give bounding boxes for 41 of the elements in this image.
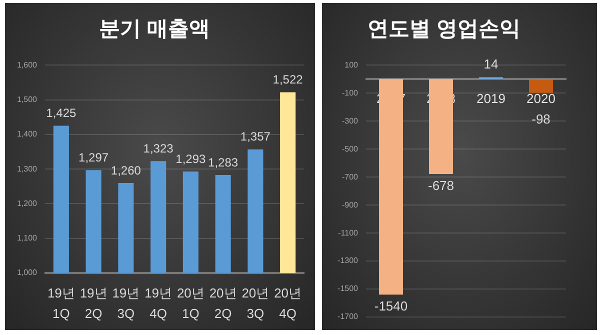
data-label: 1,522: [272, 72, 304, 87]
y-tick-label: 1,300: [16, 164, 38, 174]
x-tick-label: 19년 4Q: [144, 286, 172, 321]
y-tick-label: 1,400: [16, 130, 38, 139]
chart-title: 연도별 영업손익: [368, 17, 520, 40]
x-tick-label: 20년 1Q: [176, 286, 204, 321]
x-tick-label: 19년 1Q: [47, 286, 75, 321]
x-tick-label: 20년 2Q: [209, 286, 237, 321]
y-tick-label: -1300: [338, 256, 359, 266]
data-label: 1,425: [46, 106, 77, 120]
y-tick-label: 1,100: [16, 234, 38, 243]
y-tick-label: -1100: [338, 228, 359, 238]
data-label: -98: [532, 111, 550, 126]
y-tick-label: 1,000: [16, 268, 38, 278]
data-label: -678: [428, 178, 454, 194]
data-label: 1,357: [240, 130, 271, 144]
y-tick-label: -900: [342, 200, 359, 210]
y-tick-label: 100: [344, 60, 359, 70]
x-tick-label: 19년 2Q: [80, 286, 108, 321]
data-label: 1,283: [208, 155, 238, 170]
data-label: 14: [484, 56, 498, 72]
y-tick-label: 1,500: [16, 95, 38, 104]
y-tick-label: -1500: [338, 284, 359, 294]
y-tick-label: -500: [342, 144, 359, 154]
y-tick-label: -300: [342, 116, 359, 126]
y-tick-label: 1,200: [16, 198, 38, 208]
y-tick-label: -1700: [338, 312, 359, 322]
y-tick-label: -100: [342, 88, 359, 98]
data-label: -1540: [374, 298, 408, 314]
y-tick-label: -700: [342, 172, 359, 182]
x-tick-label: 2019: [476, 90, 506, 106]
data-label: 1,293: [176, 152, 206, 166]
x-tick-label: 19년 3Q: [112, 286, 140, 321]
x-tick-label: 2020: [526, 90, 556, 106]
x-tick-label: 20년 3Q: [242, 286, 270, 321]
data-label: 1,323: [143, 141, 174, 156]
x-tick-label: 20년 4Q: [274, 286, 302, 321]
data-label: 1,297: [78, 150, 109, 164]
y-tick-label: 1,600: [16, 60, 38, 70]
data-label: 1,260: [110, 163, 142, 178]
chart-title: 분기 매출액: [99, 17, 210, 40]
